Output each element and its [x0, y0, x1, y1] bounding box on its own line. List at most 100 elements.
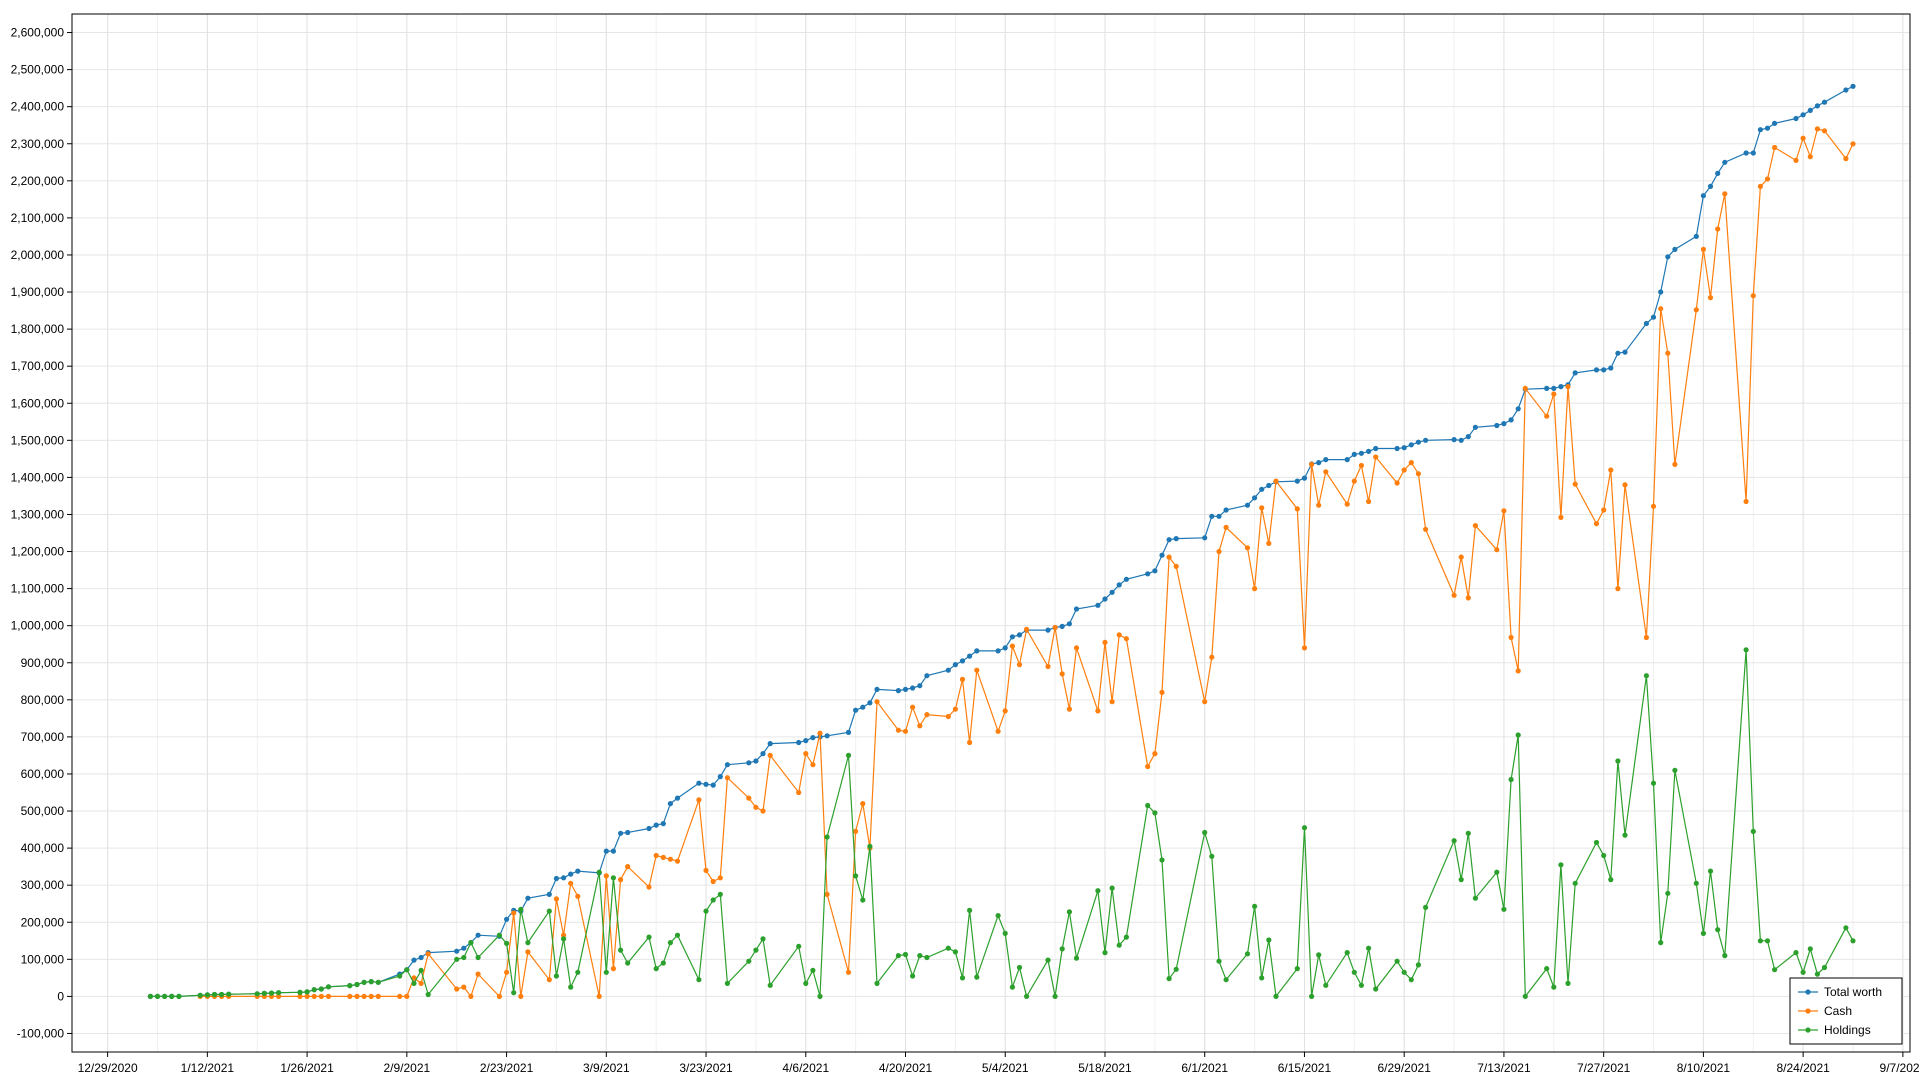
- data-point-cash: [1472, 523, 1478, 529]
- data-point-total-worth: [902, 686, 909, 693]
- data-point-cash: [796, 789, 802, 796]
- data-point-cash: [1658, 306, 1664, 312]
- data-point-total-worth: [1423, 437, 1429, 443]
- data-point-holdings: [1722, 953, 1728, 959]
- data-point-holdings: [1252, 903, 1258, 909]
- data-point-holdings: [1750, 828, 1756, 835]
- y-tick-label: 2,600,000: [11, 26, 65, 40]
- data-point-total-worth: [1515, 406, 1521, 412]
- data-point-cash: [874, 699, 880, 705]
- legend-label-cash: Cash: [1824, 1004, 1852, 1018]
- data-point-cash: [1458, 554, 1464, 560]
- data-point-holdings: [1145, 802, 1151, 809]
- data-point-holdings: [760, 936, 766, 942]
- x-tick-label: 3/9/2021: [583, 1061, 630, 1075]
- data-point-cash: [724, 775, 731, 781]
- y-tick-label: 700,000: [21, 730, 65, 744]
- data-point-cash: [1209, 654, 1215, 660]
- data-point-cash: [1216, 548, 1222, 555]
- data-point-cash: [717, 875, 723, 881]
- data-point-cash: [1002, 708, 1008, 714]
- data-point-holdings: [967, 907, 973, 914]
- data-point-total-worth: [603, 848, 609, 854]
- data-point-holdings: [767, 982, 773, 988]
- data-point-cash: [1273, 478, 1279, 484]
- data-point-holdings: [297, 989, 303, 995]
- data-point-holdings: [1700, 930, 1706, 937]
- data-point-holdings: [952, 949, 959, 955]
- data-point-total-worth: [1358, 450, 1364, 456]
- data-point-cash: [311, 993, 317, 1000]
- data-point-cash: [860, 801, 866, 807]
- data-point-holdings: [354, 981, 360, 988]
- data-point-holdings: [461, 954, 467, 961]
- data-point-cash: [1244, 545, 1251, 551]
- data-point-cash: [325, 993, 332, 1000]
- data-point-holdings: [204, 992, 210, 998]
- x-tick-label: 3/23/2021: [679, 1061, 733, 1075]
- data-point-cash: [1423, 526, 1429, 532]
- data-point-cash: [1102, 639, 1108, 646]
- data-point-cash: [660, 854, 666, 861]
- data-point-total-worth: [1814, 103, 1820, 109]
- data-point-cash: [902, 728, 909, 734]
- data-point-holdings: [1522, 993, 1528, 1000]
- data-point-holdings: [1024, 993, 1030, 1000]
- data-point-holdings: [575, 969, 581, 975]
- data-point-cash: [1565, 384, 1571, 390]
- data-point-cash: [1608, 467, 1614, 473]
- data-point-holdings: [546, 908, 552, 914]
- x-tick-label: 9/7/2021: [1880, 1061, 1920, 1075]
- plot-frame: [71, 13, 1911, 1053]
- data-point-cash: [1850, 141, 1856, 147]
- data-point-total-worth: [1508, 417, 1514, 423]
- data-point-cash: [910, 704, 916, 710]
- data-point-holdings: [674, 932, 681, 938]
- data-point-cash: [1166, 554, 1172, 560]
- data-point-total-worth: [1159, 552, 1165, 558]
- data-point-cash: [1394, 480, 1400, 486]
- data-point-cash: [1252, 586, 1258, 592]
- data-point-holdings: [603, 969, 609, 975]
- data-point-cash: [553, 896, 560, 902]
- data-point-holdings: [1159, 857, 1165, 863]
- data-point-total-worth: [1109, 589, 1115, 595]
- y-tick-label: 800,000: [21, 693, 65, 707]
- data-point-total-worth: [1743, 150, 1749, 156]
- data-point-cash: [511, 910, 517, 916]
- y-tick-label: 1,100,000: [11, 582, 65, 596]
- data-point-holdings: [1309, 993, 1315, 1000]
- data-point-cash: [1373, 454, 1379, 460]
- data-point-holdings: [753, 947, 759, 953]
- data-point-cash: [952, 706, 959, 712]
- data-point-total-worth: [1073, 606, 1080, 612]
- data-point-cash: [1508, 634, 1514, 641]
- data-point-total-worth: [895, 688, 902, 694]
- data-point-holdings: [625, 960, 631, 966]
- data-point-holdings: [1366, 945, 1372, 951]
- data-point-total-worth: [874, 686, 880, 693]
- data-point-cash: [1016, 662, 1023, 668]
- data-point-cash: [610, 966, 617, 972]
- data-point-holdings: [553, 973, 560, 979]
- x-tick-label: 6/1/2021: [1181, 1061, 1228, 1075]
- data-point-holdings: [1608, 877, 1614, 883]
- data-point-holdings: [1095, 888, 1101, 894]
- data-point-total-worth: [803, 738, 809, 744]
- data-point-cash: [1764, 176, 1771, 182]
- data-point-holdings: [710, 897, 716, 903]
- data-point-total-worth: [475, 932, 481, 938]
- x-tick-label: 8/24/2021: [1776, 1061, 1830, 1075]
- data-point-holdings: [810, 967, 816, 974]
- data-point-holdings: [917, 953, 923, 959]
- data-point-total-worth: [917, 683, 923, 689]
- data-point-total-worth: [853, 707, 859, 713]
- data-point-cash: [1843, 156, 1849, 162]
- data-point-holdings: [276, 990, 282, 996]
- data-point-holdings: [411, 980, 417, 987]
- data-point-total-worth: [1622, 349, 1628, 355]
- data-point-holdings: [1451, 838, 1457, 844]
- data-point-holdings: [1109, 885, 1115, 891]
